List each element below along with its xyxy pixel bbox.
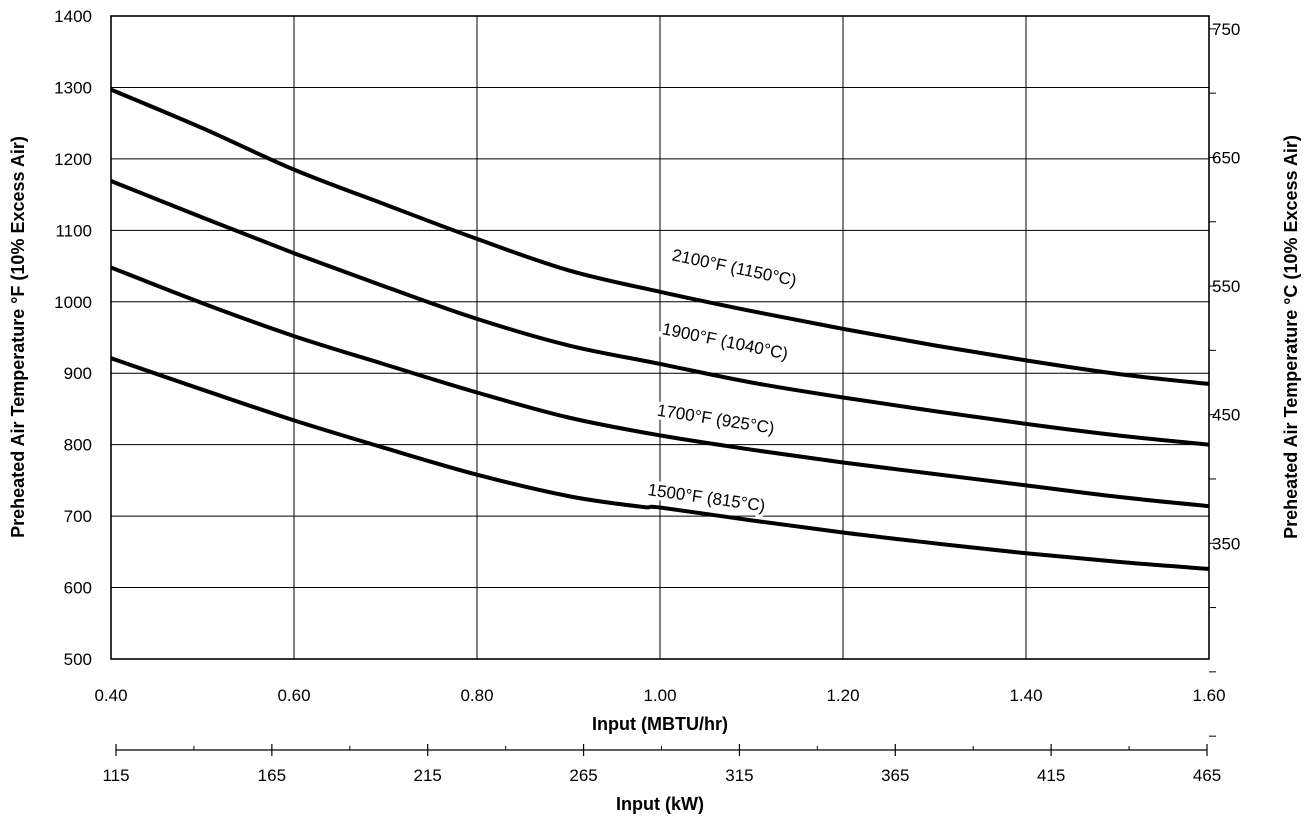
x-tick-label: 1.00: [643, 686, 676, 705]
kw-axis: 115 165 215 265 315 365 415 465: [102, 744, 1221, 785]
curve-label: 1700°F (925°C): [656, 401, 776, 438]
x-tick-label: 0.80: [460, 686, 493, 705]
secondary-x-tick-label: 165: [258, 766, 286, 785]
secondary-x-tick-label: 315: [725, 766, 753, 785]
secondary-y-tick-label: 450: [1212, 406, 1240, 425]
y-tick-label: 1300: [54, 78, 92, 97]
secondary-x-tick-label: 415: [1037, 766, 1065, 785]
x-tick-label: 1.20: [826, 686, 859, 705]
y-tick-label: 600: [64, 579, 92, 598]
secondary-x-tick-label: 215: [414, 766, 442, 785]
secondary-y-tick-label: 650: [1212, 148, 1240, 167]
secondary-y-tick-label: 550: [1212, 277, 1240, 296]
y-axis-title: Preheated Air Temperature °F (10% Excess…: [8, 136, 28, 538]
x-tick-label: 0.40: [94, 686, 127, 705]
secondary-x-tick-label: 265: [569, 766, 597, 785]
secondary-y-tick-label: 350: [1212, 534, 1240, 553]
secondary-x-tick-label: 365: [881, 766, 909, 785]
x-axis-title: Input (MBTU/hr): [592, 714, 728, 734]
curve-label: 2100°F (1150°C): [670, 245, 798, 290]
y-tick-label: 1200: [54, 150, 92, 169]
secondary-x-tick-label: 465: [1193, 766, 1221, 785]
curve-labels: 2100°F (1150°C) 1900°F (1040°C) 1700°F (92…: [647, 245, 799, 515]
secondary-x-tick-label: 115: [102, 766, 129, 785]
x-tick-label: 0.60: [277, 686, 310, 705]
y-tick-label: 700: [64, 507, 92, 526]
secondary-x-axis-title: Input (kW): [616, 794, 704, 814]
y-tick-label: 800: [64, 436, 92, 455]
curve-label: 1900°F (1040°C): [661, 319, 790, 363]
y-tick-label: 1000: [54, 293, 92, 312]
y-tick-label: 900: [64, 364, 92, 383]
x-tick-label: 1.40: [1009, 686, 1042, 705]
secondary-y-tick-label: 750: [1212, 20, 1240, 39]
x-tick-label: 1.60: [1192, 686, 1225, 705]
secondary-y-axis-title: Preheated Air Temperature °C (10% Excess…: [1281, 135, 1301, 539]
y-tick-label: 1100: [55, 221, 92, 240]
y-tick-label: 1400: [54, 7, 92, 26]
tick-labels: 0.40 0.60 0.80 1.00 1.20 1.40 1.60 500 600 700 800…: [54, 7, 1240, 736]
y-tick-label: 500: [64, 650, 92, 669]
